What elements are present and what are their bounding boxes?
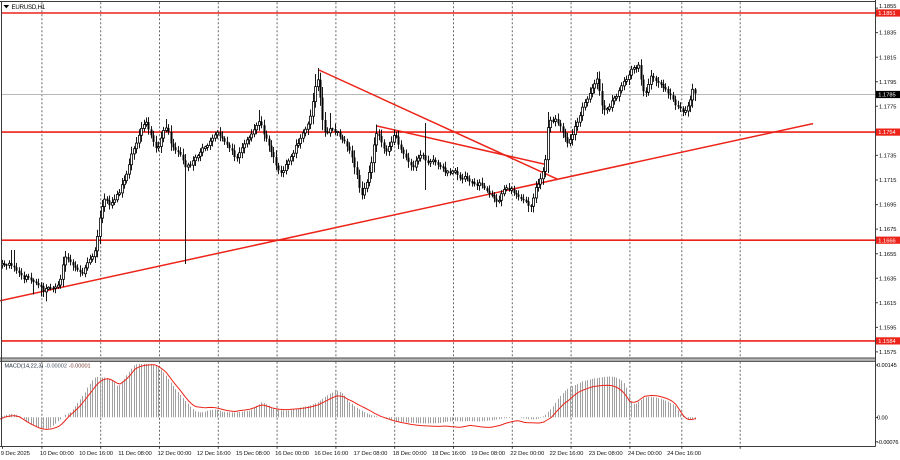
svg-text:0.00145: 0.00145 <box>877 363 897 369</box>
svg-text:22 Dec 00:00: 22 Dec 00:00 <box>510 451 545 457</box>
svg-text:10 Dec 16:00: 10 Dec 16:00 <box>79 451 114 457</box>
svg-text:11 Dec 08:00: 11 Dec 08:00 <box>118 451 152 457</box>
svg-text:1.1715: 1.1715 <box>879 178 896 184</box>
svg-text:16 Dec 16:00: 16 Dec 16:00 <box>314 451 349 457</box>
svg-text:19 Dec 08:00: 19 Dec 08:00 <box>471 451 506 457</box>
svg-text:1.1584: 1.1584 <box>878 339 895 345</box>
svg-text:1.1795: 1.1795 <box>879 80 896 86</box>
svg-text:1.1595: 1.1595 <box>879 326 896 332</box>
svg-text:18 Dec 16:00: 18 Dec 16:00 <box>432 451 467 457</box>
svg-text:1.1615: 1.1615 <box>879 301 896 307</box>
svg-text:-0.00076: -0.00076 <box>877 440 898 446</box>
svg-text:18 Dec 00:00: 18 Dec 00:00 <box>393 451 428 457</box>
svg-text:16 Dec 00:00: 16 Dec 00:00 <box>275 451 310 457</box>
svg-text:1.1855: 1.1855 <box>879 4 896 10</box>
svg-text:1.1835: 1.1835 <box>879 31 896 37</box>
svg-text:17 Dec 08:00: 17 Dec 08:00 <box>354 451 389 457</box>
svg-text:1.1675: 1.1675 <box>879 227 896 233</box>
svg-text:1.1666: 1.1666 <box>878 238 895 244</box>
svg-text:12 Dec 16:00: 12 Dec 16:00 <box>197 451 232 457</box>
svg-text:1.1775: 1.1775 <box>879 104 896 110</box>
svg-text:1.1851: 1.1851 <box>878 11 895 17</box>
svg-text:1.1815: 1.1815 <box>879 55 896 61</box>
svg-text:1.1754: 1.1754 <box>878 130 895 136</box>
svg-text:12 Dec 00:00: 12 Dec 00:00 <box>158 451 193 457</box>
svg-text:9 Dec 2025: 9 Dec 2025 <box>1 451 31 457</box>
svg-text:23 Dec 08:00: 23 Dec 08:00 <box>589 451 624 457</box>
svg-text:EURUSD,H1: EURUSD,H1 <box>12 4 46 11</box>
svg-text:1.1635: 1.1635 <box>879 276 896 282</box>
svg-text:1.1735: 1.1735 <box>879 154 896 160</box>
svg-text:1.1655: 1.1655 <box>879 252 896 258</box>
svg-text:24 Dec 00:00: 24 Dec 00:00 <box>628 451 663 457</box>
svg-text:22 Dec 16:00: 22 Dec 16:00 <box>550 451 585 457</box>
svg-text:24 Dec 16:00: 24 Dec 16:00 <box>667 451 702 457</box>
svg-text:1.1575: 1.1575 <box>879 350 896 356</box>
svg-text:10 Dec 00:00: 10 Dec 00:00 <box>40 451 75 457</box>
svg-text:1.1695: 1.1695 <box>879 203 896 209</box>
svg-text:MACD(14,22,3) -0.00002 -0.0000: MACD(14,22,3) -0.00002 -0.00001 <box>5 364 91 370</box>
svg-text:1.1785: 1.1785 <box>878 93 895 99</box>
svg-text:15 Dec 08:00: 15 Dec 08:00 <box>236 451 271 457</box>
svg-text:0.00: 0.00 <box>877 416 888 422</box>
